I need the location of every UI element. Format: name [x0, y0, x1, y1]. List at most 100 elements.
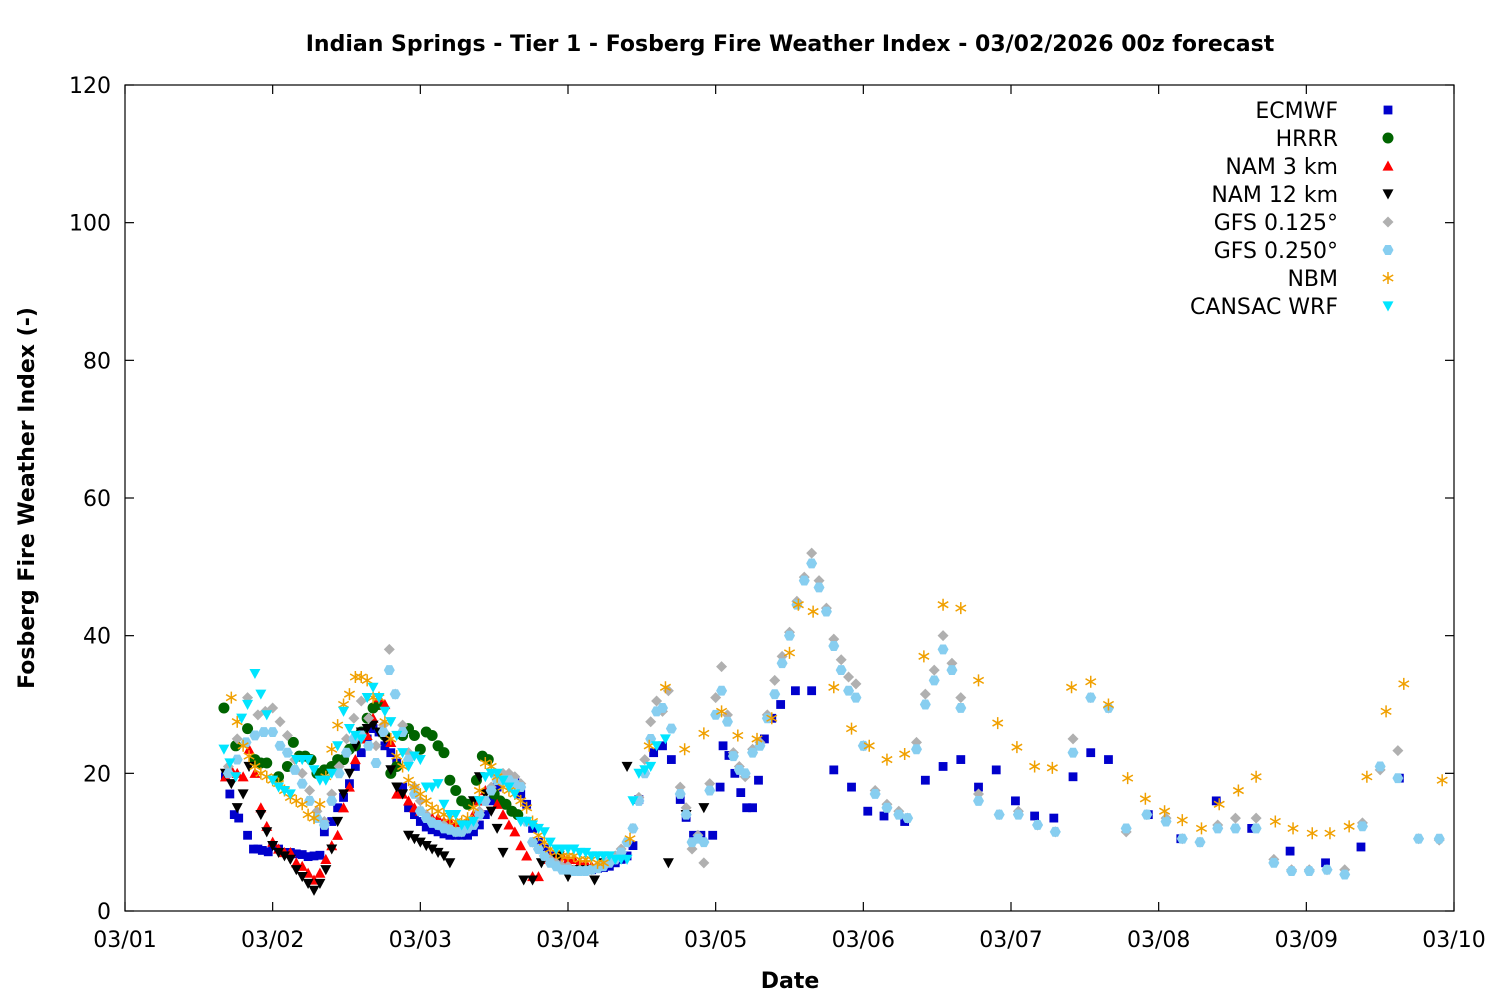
data-point	[928, 664, 940, 676]
data-point	[367, 682, 379, 693]
data-point	[937, 644, 949, 655]
legend-label: HRRR	[1276, 127, 1338, 152]
series-gfs-0-125-	[222, 547, 1445, 876]
data-point	[955, 692, 967, 704]
data-point	[991, 716, 1004, 730]
chart-title: Indian Springs - Tier 1 - Fosberg Fire W…	[306, 32, 1275, 57]
data-point	[917, 649, 930, 664]
y-tick-label: 20	[83, 762, 111, 787]
legend-marker	[1382, 271, 1394, 285]
x-tick-label: 03/02	[241, 928, 304, 953]
data-point	[444, 774, 456, 786]
data-point	[946, 665, 958, 676]
data-point	[225, 789, 235, 799]
data-point	[225, 690, 238, 705]
data-point	[1195, 821, 1208, 836]
data-point	[242, 699, 254, 710]
data-point	[938, 762, 948, 771]
data-point	[704, 785, 716, 796]
data-point	[1068, 772, 1078, 782]
data-point	[920, 775, 930, 785]
data-point	[386, 748, 396, 758]
data-point	[662, 858, 674, 869]
data-point	[807, 604, 820, 619]
data-point	[348, 712, 360, 724]
legend-label: CANSAC WRF	[1190, 295, 1338, 320]
data-point	[1049, 826, 1061, 837]
y-tick-label: 60	[83, 487, 111, 512]
data-point	[666, 755, 676, 764]
y-axis-label: Fosberg Fire Weather Index (-)	[15, 307, 40, 689]
legend-label: NAM 3 km	[1225, 155, 1338, 180]
data-point	[919, 699, 931, 710]
data-point	[1046, 761, 1059, 775]
x-tick-label: 03/04	[536, 928, 599, 953]
data-point	[438, 799, 450, 810]
data-point	[1121, 771, 1134, 785]
data-point	[267, 727, 279, 737]
data-point	[1067, 747, 1079, 758]
data-point	[1306, 826, 1319, 840]
data-point	[1324, 826, 1336, 840]
data-point	[1049, 813, 1059, 823]
data-series	[218, 547, 1449, 896]
data-point	[343, 768, 355, 779]
data-point	[678, 742, 691, 756]
legend: ECMWF HRRR NAM 3 km NAM 12 km GFS 0.125° GFS …	[1190, 99, 1394, 320]
data-point	[835, 654, 847, 666]
data-point	[1436, 773, 1449, 787]
data-point	[956, 755, 966, 764]
data-point	[645, 716, 657, 728]
data-point	[698, 857, 710, 869]
data-point	[503, 819, 515, 830]
data-point	[589, 875, 601, 886]
x-tick-label: 03/08	[1127, 928, 1190, 953]
legend-marker	[1382, 160, 1394, 171]
data-point	[1232, 783, 1245, 798]
data-point	[1285, 846, 1295, 856]
data-point	[1356, 842, 1366, 852]
data-point	[414, 754, 426, 766]
data-point	[1303, 866, 1315, 877]
data-point	[827, 680, 840, 695]
data-point	[1392, 745, 1404, 757]
data-point	[776, 700, 786, 709]
legend-label: GFS 0.250°	[1214, 239, 1338, 264]
data-point	[829, 765, 839, 775]
data-point	[383, 665, 395, 676]
x-tick-label: 03/10	[1422, 928, 1485, 953]
data-point	[1067, 733, 1079, 745]
data-point	[748, 803, 757, 813]
data-point	[993, 809, 1005, 820]
data-point	[769, 689, 781, 700]
data-point	[261, 757, 273, 769]
data-point	[255, 810, 267, 821]
data-point	[718, 741, 728, 751]
data-point	[1397, 677, 1410, 691]
data-point	[521, 850, 533, 861]
data-point	[1030, 811, 1040, 821]
data-point	[1286, 866, 1298, 877]
data-point	[308, 885, 320, 896]
data-point	[845, 721, 858, 736]
data-point	[991, 765, 1001, 775]
data-point	[389, 689, 401, 700]
y-axis: 0 20 40 60 80 100 120	[69, 74, 1454, 925]
x-tick-label: 03/07	[979, 928, 1042, 953]
legend-marker	[1382, 132, 1394, 144]
data-point	[769, 674, 781, 686]
data-point	[835, 665, 847, 676]
data-point	[1229, 823, 1241, 834]
data-point	[881, 752, 893, 767]
data-point	[863, 806, 873, 816]
data-point	[937, 630, 949, 642]
data-point	[1287, 821, 1299, 836]
data-point	[1229, 812, 1241, 824]
data-point	[349, 670, 362, 684]
data-point	[332, 829, 344, 840]
legend-marker	[1382, 216, 1394, 228]
data-point	[857, 740, 869, 751]
data-point	[807, 686, 817, 696]
data-point	[665, 723, 677, 734]
data-point	[710, 709, 722, 720]
